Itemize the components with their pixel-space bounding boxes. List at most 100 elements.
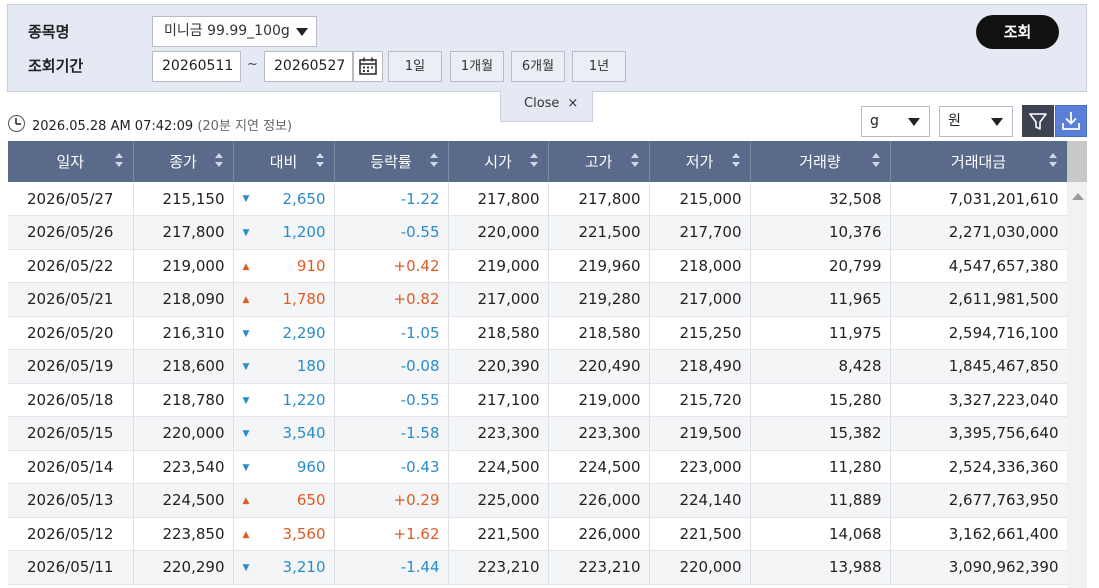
- cell-rate: -1.05: [334, 316, 449, 350]
- up-triangle-icon: ▲: [242, 261, 250, 272]
- calendar-icon: [359, 57, 377, 75]
- table-row[interactable]: 2026/05/22 219,000 ▲ 910 +0.42 219,000 219,960…: [8, 249, 1067, 283]
- filter-panel: 종목명 미니금 99.99_100g 조회 조회기간 20260511 ~ 20…: [7, 4, 1087, 92]
- table-row[interactable]: 2026/05/19 218,600 ▼ 180 -0.08 220,390 220,490…: [8, 349, 1067, 384]
- col-header-date[interactable]: 일자: [8, 141, 134, 182]
- weight-unit-value: g: [870, 113, 879, 129]
- col-header-rate[interactable]: 등락률: [334, 141, 449, 182]
- scroll-up-icon[interactable]: [1072, 193, 1084, 200]
- cell-amount: 4,547,657,380: [890, 249, 1067, 283]
- close-panel-tab[interactable]: Close ×: [500, 91, 593, 122]
- cell-close: 220,000: [133, 416, 234, 451]
- range-1-month-button[interactable]: 1개월: [450, 51, 504, 82]
- timestamp-value: 2026.05.28 AM 07:42:09: [32, 119, 194, 134]
- cell-close: 223,850: [133, 517, 234, 551]
- col-header-high[interactable]: 고가: [548, 141, 650, 182]
- currency-unit-value: 원: [948, 113, 961, 129]
- change-value: 650: [296, 491, 326, 510]
- down-triangle-icon: ▼: [242, 429, 250, 439]
- table-row[interactable]: 2026/05/27 215,150 ▼ 2,650 -1.22 217,800 217,8…: [8, 182, 1067, 216]
- filter-button[interactable]: [1022, 105, 1054, 137]
- cell-date: 2026/05/14: [8, 450, 134, 484]
- cell-high: 223,210: [548, 550, 650, 585]
- cell-volume: 20,799: [750, 249, 891, 283]
- price-table: 일자 종가 대비 등락률 시가 고가 저가 거래량 거래대금 2026/05/2…: [8, 141, 1067, 588]
- change-value: 180: [296, 357, 326, 376]
- delay-note: (20분 지연 정보): [197, 119, 293, 134]
- col-header-low[interactable]: 저가: [649, 141, 751, 182]
- cell-volume: 15,280: [750, 383, 891, 417]
- cell-change: ▼ 180: [233, 349, 335, 384]
- col-header-open[interactable]: 시가: [448, 141, 549, 182]
- change-value: 1,220: [282, 390, 326, 409]
- change-value: 3,560: [282, 524, 326, 543]
- table-row[interactable]: 2026/05/13 224,500 ▲ 650 +0.29 225,000 226,000…: [8, 483, 1067, 518]
- cell-open: 218,580: [448, 316, 549, 350]
- cell-date: 2026/05/21: [8, 282, 134, 317]
- cell-open: 217,000: [448, 282, 549, 317]
- col-header-change[interactable]: 대비: [233, 141, 335, 182]
- start-date-input[interactable]: 20260511: [152, 51, 241, 82]
- col-header-close[interactable]: 종가: [133, 141, 234, 182]
- table-row[interactable]: 2026/05/11 220,290 ▼ 3,210 -1.44 223,210 223,2…: [8, 550, 1067, 585]
- table-body: 2026/05/27 215,150 ▼ 2,650 -1.22 217,800 217,8…: [8, 182, 1067, 585]
- cell-date: 2026/05/22: [8, 249, 134, 283]
- cell-volume: 14,068: [750, 517, 891, 551]
- cell-change: ▲ 1,780: [233, 282, 335, 317]
- cell-rate: -1.58: [334, 416, 449, 451]
- cell-close: 218,600: [133, 349, 234, 384]
- table-row[interactable]: 2026/05/18 218,780 ▼ 1,220 -0.55 217,100 219,0…: [8, 383, 1067, 417]
- col-header-label: 고가: [584, 153, 613, 171]
- cell-high: 218,580: [548, 316, 650, 350]
- table-row[interactable]: 2026/05/15 220,000 ▼ 3,540 -1.58 223,300 223,3…: [8, 416, 1067, 451]
- cell-change: ▲ 910: [233, 249, 335, 283]
- cell-rate: -0.55: [334, 383, 449, 417]
- cell-amount: 2,271,030,000: [890, 215, 1067, 250]
- cell-close: 223,540: [133, 450, 234, 484]
- cell-rate: -0.55: [334, 215, 449, 250]
- chevron-down-icon: [296, 28, 308, 36]
- cell-open: 223,210: [448, 550, 549, 585]
- cell-low: 215,000: [649, 182, 751, 216]
- table-row[interactable]: 2026/05/12 223,850 ▲ 3,560 +1.62 221,500 226,0…: [8, 517, 1067, 551]
- range-1-year-button[interactable]: 1년: [572, 51, 626, 82]
- cell-volume: 15,382: [750, 416, 891, 451]
- stock-select[interactable]: 미니금 99.99_100g: [152, 16, 317, 47]
- table-row[interactable]: 2026/05/21 218,090 ▲ 1,780 +0.82 217,000 219,2…: [8, 282, 1067, 317]
- cell-date: 2026/05/26: [8, 215, 134, 250]
- cell-low: 215,250: [649, 316, 751, 350]
- cell-amount: 3,162,661,400: [890, 517, 1067, 551]
- cell-amount: 2,594,716,100: [890, 316, 1067, 350]
- col-header-label: 시가: [484, 153, 512, 171]
- down-triangle-icon: ▼: [242, 228, 250, 238]
- cell-low: 217,000: [649, 282, 751, 317]
- down-triangle-icon: ▼: [242, 362, 250, 372]
- search-button[interactable]: 조회: [976, 15, 1059, 49]
- cell-open: 224,500: [448, 450, 549, 484]
- range-separator: ~: [247, 57, 258, 72]
- vertical-scrollbar[interactable]: [1067, 141, 1087, 588]
- cell-date: 2026/05/15: [8, 416, 134, 451]
- col-header-label: 거래대금: [950, 153, 1007, 171]
- cell-rate: -0.43: [334, 450, 449, 484]
- col-header-amount[interactable]: 거래대금: [890, 141, 1067, 182]
- range-1-day-button[interactable]: 1일: [388, 51, 442, 82]
- table-row[interactable]: 2026/05/20 216,310 ▼ 2,290 -1.05 218,580 218,5…: [8, 316, 1067, 350]
- end-date-input[interactable]: 20260527: [264, 51, 353, 82]
- cell-high: 223,300: [548, 416, 650, 451]
- col-header-volume[interactable]: 거래량: [750, 141, 891, 182]
- cell-volume: 32,508: [750, 182, 891, 216]
- sort-icon: [529, 153, 538, 169]
- currency-unit-select[interactable]: 원: [939, 106, 1013, 137]
- range-6-month-button[interactable]: 6개월: [511, 51, 565, 82]
- cell-volume: 13,988: [750, 550, 891, 585]
- table-row[interactable]: 2026/05/26 217,800 ▼ 1,200 -0.55 220,000 221,5…: [8, 215, 1067, 250]
- cell-close: 218,780: [133, 383, 234, 417]
- col-header-label: 종가: [169, 153, 197, 171]
- download-button[interactable]: [1055, 105, 1087, 137]
- weight-unit-select[interactable]: g: [861, 106, 930, 137]
- calendar-button[interactable]: [353, 51, 383, 82]
- sort-icon: [871, 153, 880, 169]
- cell-open: 220,390: [448, 349, 549, 384]
- table-row[interactable]: 2026/05/14 223,540 ▼ 960 -0.43 224,500 224,500…: [8, 450, 1067, 484]
